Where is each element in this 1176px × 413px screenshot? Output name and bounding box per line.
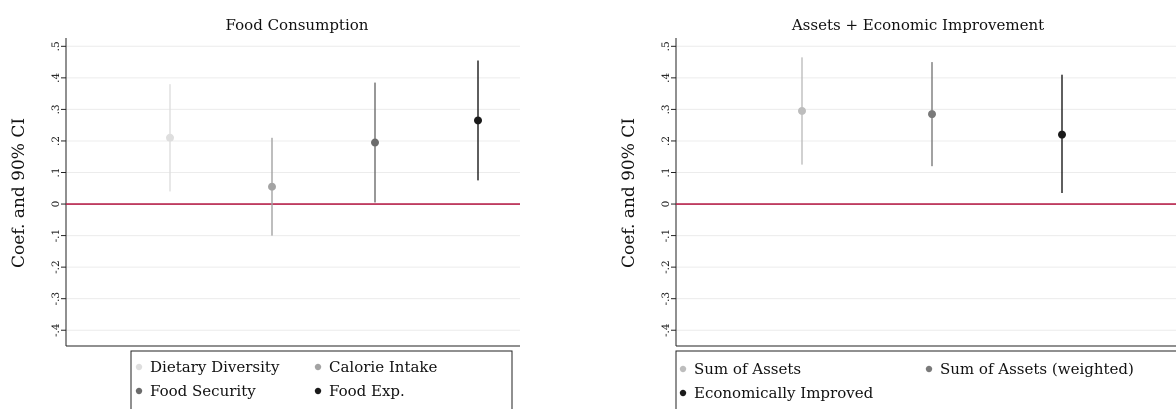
y-tick-label: .4 [660, 73, 672, 83]
point-estimate [371, 138, 379, 147]
y-tick-label: -.4 [50, 323, 62, 337]
y-tick-label: -.1 [660, 229, 672, 243]
legend-box [675, 350, 1176, 412]
legend-label: Calorie Intake [329, 358, 438, 376]
point-estimate [474, 116, 482, 125]
legend-marker [679, 389, 687, 397]
point-estimate [798, 106, 806, 115]
y-tick-label: .1 [660, 167, 672, 177]
point-estimate [268, 182, 276, 191]
legend-marker [679, 365, 687, 373]
legend-label: Sum of Assets (weighted) [940, 360, 1134, 378]
y-tick-label: .1 [50, 167, 62, 177]
y-tick-label: -.1 [50, 229, 62, 243]
y-axis-label: Coef. and 90% CI [619, 118, 639, 268]
legend-marker [314, 363, 322, 371]
y-tick-label: .3 [50, 104, 62, 114]
y-tick-label: -.2 [50, 260, 62, 274]
y-tick-label: -.3 [50, 292, 62, 306]
legend-box [130, 350, 513, 412]
legend-label: Sum of Assets [694, 360, 801, 378]
legend-label: Economically Improved [694, 384, 874, 402]
point-estimate [928, 110, 936, 119]
y-tick-label: .2 [660, 136, 672, 146]
chart-panel-2: Assets + Economic Improvement Coef. and 9… [619, 16, 1176, 412]
point-estimate [1058, 130, 1066, 139]
point-estimate [166, 133, 174, 142]
y-tick-label: -.2 [660, 260, 672, 274]
y-axis-label: Coef. and 90% CI [9, 118, 29, 268]
y-tick-label: .3 [660, 104, 672, 114]
legend-label: Food Security [150, 382, 256, 400]
legend-marker [314, 387, 322, 395]
y-tick-label: .4 [50, 73, 62, 83]
y-tick-label: .2 [50, 136, 62, 146]
legend-marker [135, 363, 143, 371]
legend-marker [135, 387, 143, 395]
legend-label: Dietary Diversity [150, 358, 280, 376]
legend-label: Food Exp. [329, 382, 405, 400]
legend-marker [925, 365, 933, 373]
chart-title: Assets + Economic Improvement [791, 16, 1044, 34]
chart-title: Food Consumption [226, 16, 369, 34]
y-tick-label: .5 [660, 41, 672, 51]
y-tick-label: -.4 [660, 323, 672, 337]
y-tick-label: 0 [660, 201, 672, 208]
y-tick-label: .5 [50, 41, 62, 51]
chart-panel-1: Food Consumption Coef. and 90% CI -.4 -.3 -.… [9, 16, 520, 412]
y-tick-label: -.3 [660, 292, 672, 306]
y-tick-label: 0 [50, 201, 62, 208]
